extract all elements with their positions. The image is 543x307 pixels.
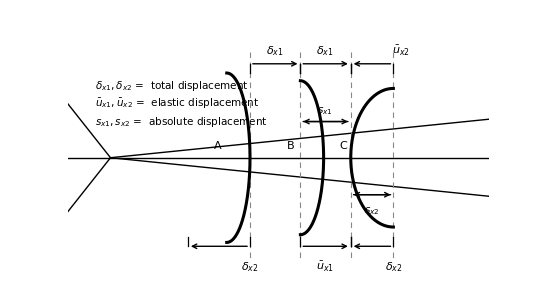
Text: C: C [339,141,347,151]
Text: $\bar{u}_{x1}$: $\bar{u}_{x1}$ [316,260,334,274]
Text: $s_{x1}$: $s_{x1}$ [317,105,333,117]
Text: A: A [214,141,222,151]
Text: $\bar{u}_{x2}$: $\bar{u}_{x2}$ [392,44,410,58]
Text: B: B [287,141,294,151]
Text: $\delta_{x1}$: $\delta_{x1}$ [266,44,283,58]
Text: $\delta_{x1}, \delta_{x2}$ =  total displacement: $\delta_{x1}, \delta_{x2}$ = total displ… [95,79,249,93]
Text: $s_{x1}, s_{x2}$ =  absolute displacement: $s_{x1}, s_{x2}$ = absolute displacement [95,115,268,129]
Text: $\delta_{x2}$: $\delta_{x2}$ [241,260,259,274]
Text: $\delta_{x2}$: $\delta_{x2}$ [384,260,402,274]
Text: $\bar{u}_{x1}, \bar{u}_{x2}$ =  elastic displacement: $\bar{u}_{x1}, \bar{u}_{x2}$ = elastic d… [95,97,260,111]
Text: $\delta_{x1}$: $\delta_{x1}$ [317,44,334,58]
Text: $s_{x2}$: $s_{x2}$ [364,205,380,216]
